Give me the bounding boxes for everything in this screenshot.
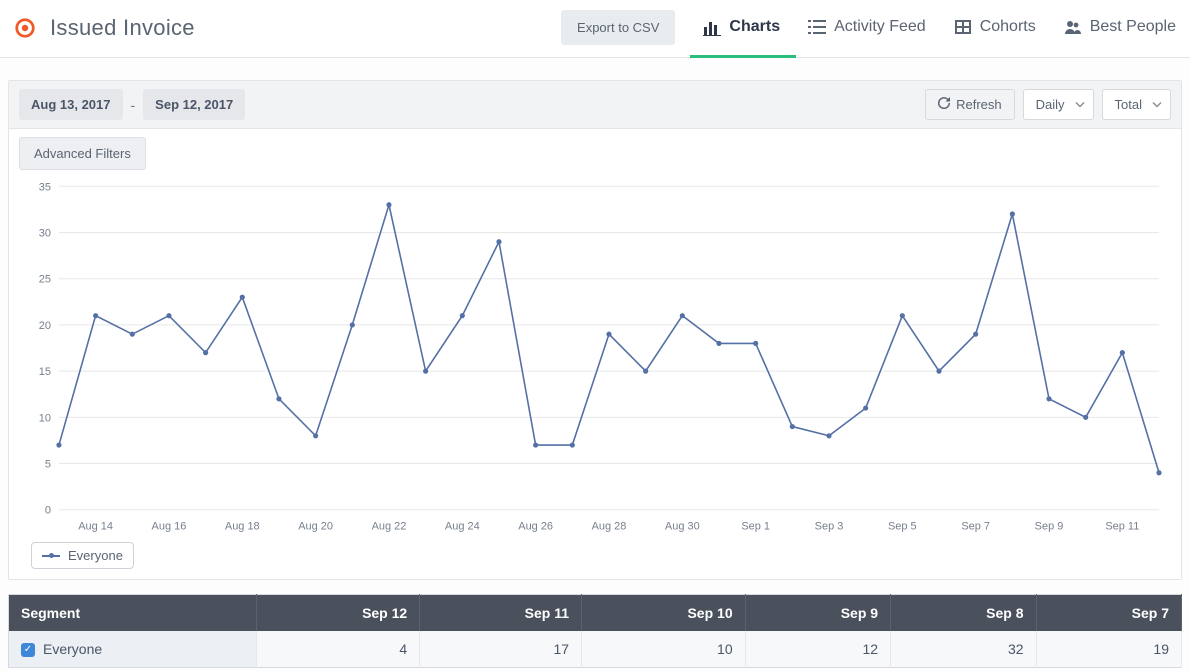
list-icon [808, 18, 826, 36]
segment-cell[interactable]: ✓Everyone [9, 631, 257, 668]
topbar: Issued Invoice Export to CSV Charts Acti… [0, 0, 1190, 58]
svg-text:Aug 22: Aug 22 [372, 521, 407, 533]
svg-text:Aug 28: Aug 28 [592, 521, 627, 533]
line-chart: 0 5 10 15 20 25 30 35 Aug 14 Aug 16 Aug 18 Aug 20 Au… [19, 178, 1171, 538]
page-title: Issued Invoice [50, 15, 195, 41]
nav-charts[interactable]: Charts [703, 18, 780, 38]
main-panel: Aug 13, 2017 - Sep 12, 2017 Refresh Dail… [8, 80, 1182, 580]
legend-item-everyone[interactable]: Everyone [31, 542, 134, 569]
svg-text:5: 5 [45, 459, 51, 471]
nav-label: Activity Feed [834, 18, 926, 36]
svg-text:15: 15 [39, 366, 51, 378]
table-row: ✓Everyone41710123219 [9, 631, 1182, 668]
date-col-header: Sep 7 [1036, 595, 1181, 632]
chevron-down-icon [1152, 97, 1162, 112]
svg-text:Aug 18: Aug 18 [225, 521, 260, 533]
segment-col-header: Segment [9, 595, 257, 632]
top-nav: Charts Activity Feed Cohorts Best People [703, 18, 1176, 38]
svg-text:Sep 11: Sep 11 [1105, 521, 1139, 533]
export-csv-button[interactable]: Export to CSV [561, 10, 675, 45]
controls-row: Aug 13, 2017 - Sep 12, 2017 Refresh Dail… [9, 81, 1181, 129]
svg-text:Aug 14: Aug 14 [78, 521, 113, 533]
aggregation-select[interactable]: Total [1102, 89, 1171, 120]
refresh-icon [938, 97, 950, 112]
people-icon [1064, 18, 1082, 36]
svg-text:Aug 30: Aug 30 [665, 521, 700, 533]
svg-text:Aug 24: Aug 24 [445, 521, 480, 533]
svg-text:Sep 1: Sep 1 [741, 521, 770, 533]
date-col-header: Sep 9 [745, 595, 890, 632]
grid-icon [954, 18, 972, 36]
svg-text:Sep 3: Sep 3 [815, 521, 844, 533]
value-cell: 4 [256, 631, 420, 668]
legend-swatch [42, 555, 60, 557]
svg-text:10: 10 [39, 412, 51, 424]
svg-text:35: 35 [39, 181, 51, 193]
chevron-down-icon [1075, 97, 1085, 112]
refresh-button[interactable]: Refresh [925, 89, 1015, 120]
segment-table: SegmentSep 12Sep 11Sep 10Sep 9Sep 8Sep 7… [8, 594, 1182, 668]
svg-text:Sep 9: Sep 9 [1035, 521, 1064, 533]
value-cell: 19 [1036, 631, 1181, 668]
value-cell: 12 [745, 631, 890, 668]
svg-text:30: 30 [39, 227, 51, 239]
filters-row: Advanced Filters [9, 129, 1181, 178]
bars-icon [703, 18, 721, 36]
svg-text:Aug 20: Aug 20 [298, 521, 333, 533]
date-col-header: Sep 8 [891, 595, 1036, 632]
value-cell: 17 [420, 631, 582, 668]
nav-label: Charts [729, 18, 780, 36]
value-cell: 32 [891, 631, 1036, 668]
nav-best-people[interactable]: Best People [1064, 18, 1176, 38]
svg-text:Sep 5: Sep 5 [888, 521, 917, 533]
chart-container: 0 5 10 15 20 25 30 35 Aug 14 Aug 16 Aug 18 Aug 20 Au… [9, 178, 1181, 579]
granularity-value: Daily [1036, 97, 1065, 112]
legend-label: Everyone [68, 548, 123, 563]
date-range-separator: - [131, 97, 136, 113]
date-col-header: Sep 11 [420, 595, 582, 632]
nav-label: Best People [1090, 18, 1176, 36]
svg-text:Sep 7: Sep 7 [961, 521, 990, 533]
date-from-chip[interactable]: Aug 13, 2017 [19, 89, 123, 120]
svg-text:Aug 26: Aug 26 [518, 521, 553, 533]
value-cell: 10 [582, 631, 746, 668]
app-logo [14, 17, 36, 39]
refresh-label: Refresh [956, 97, 1002, 112]
svg-text:20: 20 [39, 320, 51, 332]
nav-label: Cohorts [980, 18, 1036, 36]
date-col-header: Sep 10 [582, 595, 746, 632]
nav-activity-feed[interactable]: Activity Feed [808, 18, 926, 38]
svg-text:Aug 16: Aug 16 [152, 521, 187, 533]
nav-cohorts[interactable]: Cohorts [954, 18, 1036, 38]
advanced-filters-button[interactable]: Advanced Filters [19, 137, 146, 170]
active-tab-underline [690, 55, 796, 58]
svg-text:0: 0 [45, 505, 51, 517]
date-col-header: Sep 12 [256, 595, 420, 632]
segment-checkbox[interactable]: ✓ [21, 643, 35, 657]
date-to-chip[interactable]: Sep 12, 2017 [143, 89, 245, 120]
granularity-select[interactable]: Daily [1023, 89, 1094, 120]
svg-text:25: 25 [39, 274, 51, 286]
aggregation-value: Total [1115, 97, 1142, 112]
